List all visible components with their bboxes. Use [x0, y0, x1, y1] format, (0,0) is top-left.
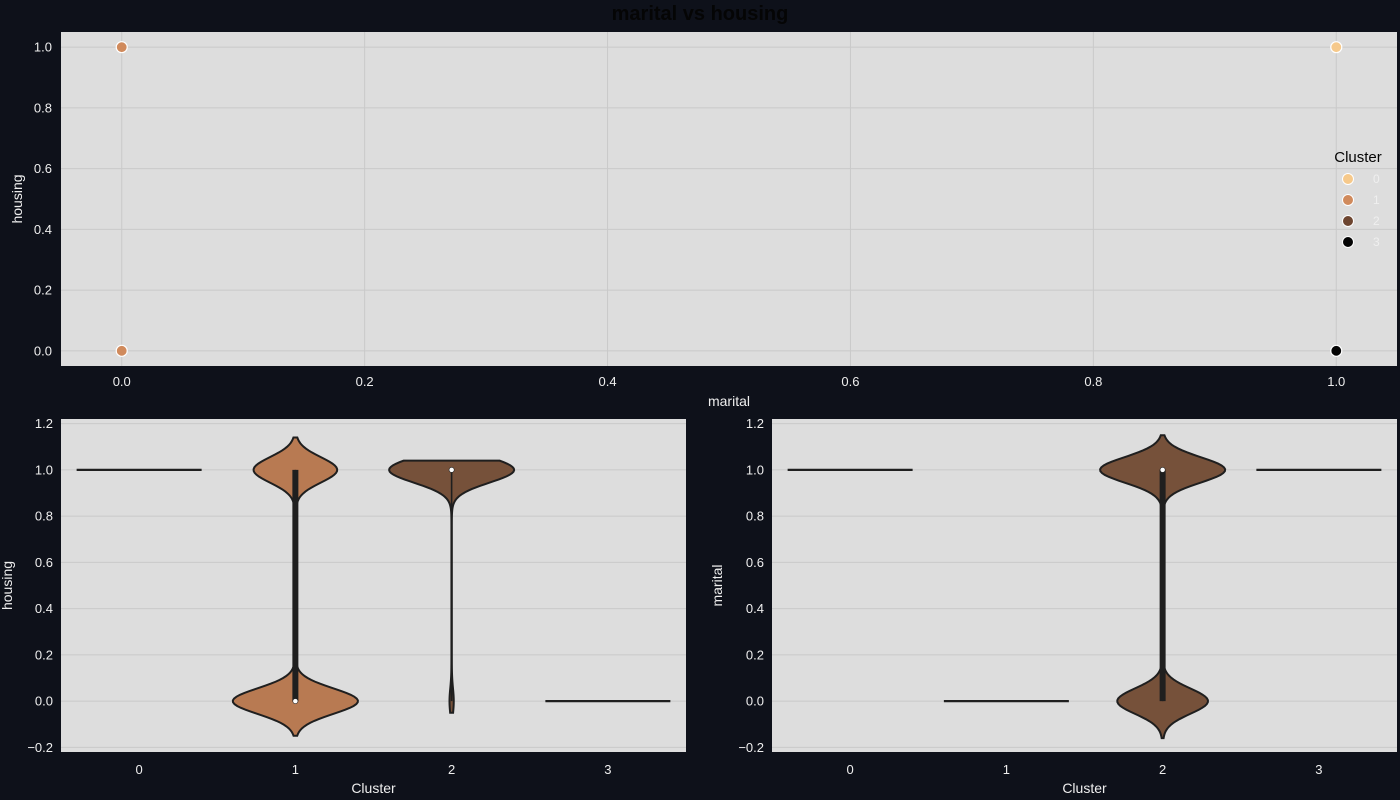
y-tick-label: 1.0: [746, 462, 764, 477]
y-tick-label: 0.6: [35, 555, 53, 570]
y-tick-label: 0.2: [35, 647, 53, 662]
legend-marker: [1342, 194, 1354, 206]
y-tick-label: 1.2: [746, 416, 764, 431]
y-tick-label: 0.4: [34, 222, 52, 237]
violin-median-2: [1159, 466, 1166, 473]
plot-background: [772, 419, 1397, 752]
x-tick-label: 0.6: [841, 374, 859, 389]
x-tick-label: 0.2: [356, 374, 374, 389]
y-axis-label: housing: [9, 174, 25, 223]
x-tick-label: 0: [847, 762, 854, 777]
plot-background: [61, 419, 686, 752]
scatter-panel: 0.0 0.2 0.4 0.6 0.8 1.0 0.0 0.2 0.4 0.6 0.8 1.0 mari…: [9, 32, 1397, 409]
x-tick-label: 0.4: [599, 374, 617, 389]
legend: Cluster 0 1 2 3: [1334, 149, 1382, 249]
legend-title: Cluster: [1334, 149, 1382, 166]
scatter-point: [1330, 41, 1343, 54]
plot-background: [61, 32, 1397, 366]
y-tick-label: 1.2: [35, 416, 53, 431]
figure-title: marital vs housing: [612, 3, 789, 25]
y-tick-label: 0.2: [746, 647, 764, 662]
scatter-point: [115, 344, 128, 357]
y-axis-label: housing: [0, 561, 15, 610]
x-tick-label: 0.8: [1084, 374, 1102, 389]
y-tick-label: 0.0: [35, 694, 53, 709]
x-tick-label: 3: [1315, 762, 1322, 777]
x-tick-label: 2: [1159, 762, 1166, 777]
legend-label: 0: [1373, 172, 1380, 186]
y-tick-label: 0.4: [35, 601, 53, 616]
x-axis-label: Cluster: [1062, 780, 1107, 796]
violin-median-1: [292, 698, 299, 705]
violin-panel-housing: −0.2 0.0 0.2 0.4 0.6 0.8 1.0 1.2 0 1 2 3 Cluster hous…: [0, 416, 686, 796]
y-tick-label: 0.2: [34, 283, 52, 298]
y-tick-label: 1.0: [34, 40, 52, 55]
x-tick-label: 1: [1003, 762, 1010, 777]
violin-median-2: [448, 466, 455, 473]
y-tick-label: 1.0: [35, 462, 53, 477]
y-tick-label: 0.8: [35, 509, 53, 524]
y-tick-label: −0.2: [27, 740, 53, 755]
x-tick-label: 0.0: [113, 374, 131, 389]
legend-marker: [1342, 236, 1354, 248]
x-tick-label: 0: [136, 762, 143, 777]
y-tick-label: 0.6: [34, 161, 52, 176]
x-tick-label: 1.0: [1327, 374, 1345, 389]
violin-panel-marital: −0.2 0.0 0.2 0.4 0.6 0.8 1.0 1.2 0 1 2 3 Cluster mari…: [709, 416, 1397, 796]
scatter-point: [1330, 344, 1343, 357]
y-tick-label: 0.0: [34, 343, 52, 358]
legend-label: 2: [1373, 214, 1380, 228]
scatter-point: [115, 41, 128, 54]
y-tick-label: 0.6: [746, 555, 764, 570]
y-axis-label: marital: [709, 564, 725, 606]
legend-label: 3: [1373, 235, 1380, 249]
x-axis-label: Cluster: [351, 780, 396, 796]
legend-marker: [1342, 173, 1354, 185]
x-axis-label: marital: [708, 393, 750, 409]
y-tick-label: −0.2: [738, 740, 764, 755]
x-tick-label: 2: [448, 762, 455, 777]
x-tick-label: 3: [604, 762, 611, 777]
y-tick-label: 0.0: [746, 694, 764, 709]
legend-label: 1: [1373, 193, 1380, 207]
y-tick-label: 0.8: [34, 100, 52, 115]
y-tick-label: 0.4: [746, 601, 764, 616]
legend-marker: [1342, 215, 1354, 227]
y-tick-label: 0.8: [746, 509, 764, 524]
x-tick-label: 1: [292, 762, 299, 777]
